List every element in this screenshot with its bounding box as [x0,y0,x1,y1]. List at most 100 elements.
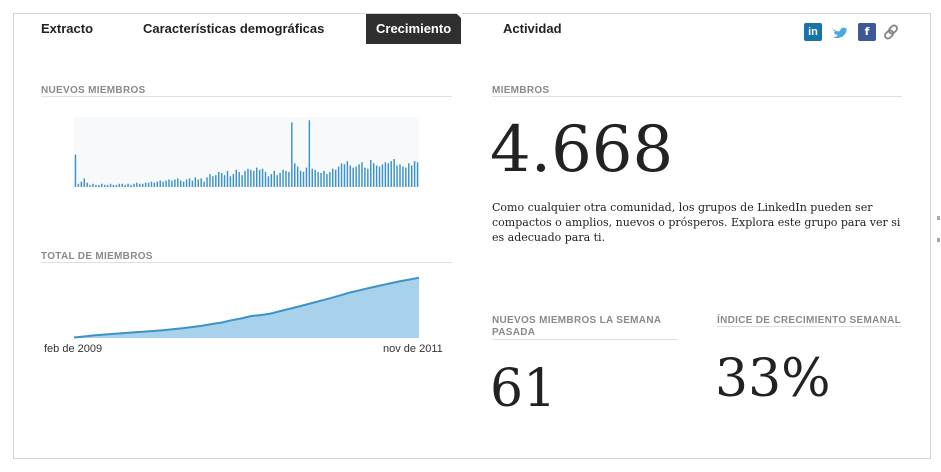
bar [311,168,314,187]
growth-value: 33% [715,349,831,409]
bar [402,166,404,187]
growth-panel: Extracto Características demográficas Cr… [13,13,931,459]
scroll-mark [937,216,940,220]
bar [188,178,191,187]
bar [337,166,340,187]
bar [241,175,243,187]
tab-crecimiento[interactable]: Crecimiento [366,13,463,44]
bar [288,171,290,187]
bar [226,170,229,187]
bar [323,170,325,187]
bar [86,182,88,187]
bar [384,162,387,187]
bar [92,183,94,187]
bar [156,181,159,187]
bar [349,165,352,187]
bar [77,183,80,187]
bar [355,166,357,187]
bar [332,168,334,187]
divider [41,96,452,97]
bar [95,184,97,187]
total-members-area-chart [73,276,420,339]
bar [410,165,413,187]
bar [185,179,188,187]
bar [124,184,126,187]
tab-actividad[interactable]: Actividad [503,21,562,36]
tab-extracto[interactable]: Extracto [41,21,94,36]
bar [273,170,275,187]
twitter-icon[interactable] [830,23,848,41]
link-icon[interactable] [882,23,900,41]
bar [296,166,299,187]
bar [267,176,270,187]
scroll-mark [937,238,940,242]
members-count: 4.668 [490,113,674,187]
bar [209,174,211,187]
bar [144,182,147,187]
bar [162,181,164,187]
bar [112,184,115,187]
tab-caracteristicas-demograficas[interactable]: Características demográficas [143,21,325,36]
bar [340,163,343,187]
divider [717,326,902,327]
new-last-week-value: 61 [490,359,557,419]
bar [127,183,129,187]
bar [217,171,220,187]
bar [408,163,410,187]
bar [276,175,278,187]
bar [203,181,205,187]
bar [174,179,176,187]
bar [326,174,328,187]
bar [247,168,249,187]
bar [147,182,150,187]
bar [223,175,226,187]
bar [367,168,369,187]
bar [194,177,197,187]
facebook-icon[interactable]: f [858,23,876,41]
bar [285,170,287,187]
bar [191,180,194,187]
bar [118,183,121,187]
bar [80,181,83,187]
bar [153,182,156,187]
bar [317,171,319,187]
new-last-week-title: NUEVOS MIEMBROS LA SEMANA PASADA [492,315,661,338]
bar [179,180,182,187]
bar [232,174,235,187]
bar [334,169,337,187]
bar [314,169,316,187]
bar [320,173,322,187]
tab-bar: Extracto Características demográficas Cr… [14,13,930,44]
series-line [73,276,420,339]
bar [212,176,214,187]
linkedin-icon[interactable]: in [804,23,822,41]
bar [308,120,311,187]
bar [220,173,223,187]
bar [141,183,144,187]
bar [261,168,264,187]
bar [106,184,109,187]
divider [41,262,452,263]
bar [206,177,208,187]
bar [372,163,375,187]
bar [200,178,202,187]
bar [399,164,401,187]
bar [346,161,349,187]
x-axis-end-label: nov de 2011 [383,343,443,355]
bar [182,181,185,187]
bar [159,180,161,187]
bar [264,171,267,187]
divider [492,96,902,97]
bar [416,162,419,187]
bar [302,171,305,187]
bar [177,178,179,187]
bar [279,173,281,187]
bar [358,164,360,187]
bar [133,183,135,187]
bar [168,179,170,187]
bar [387,163,390,187]
bar [253,170,255,187]
bar [256,167,258,187]
bar [343,164,346,187]
bar [215,175,217,187]
